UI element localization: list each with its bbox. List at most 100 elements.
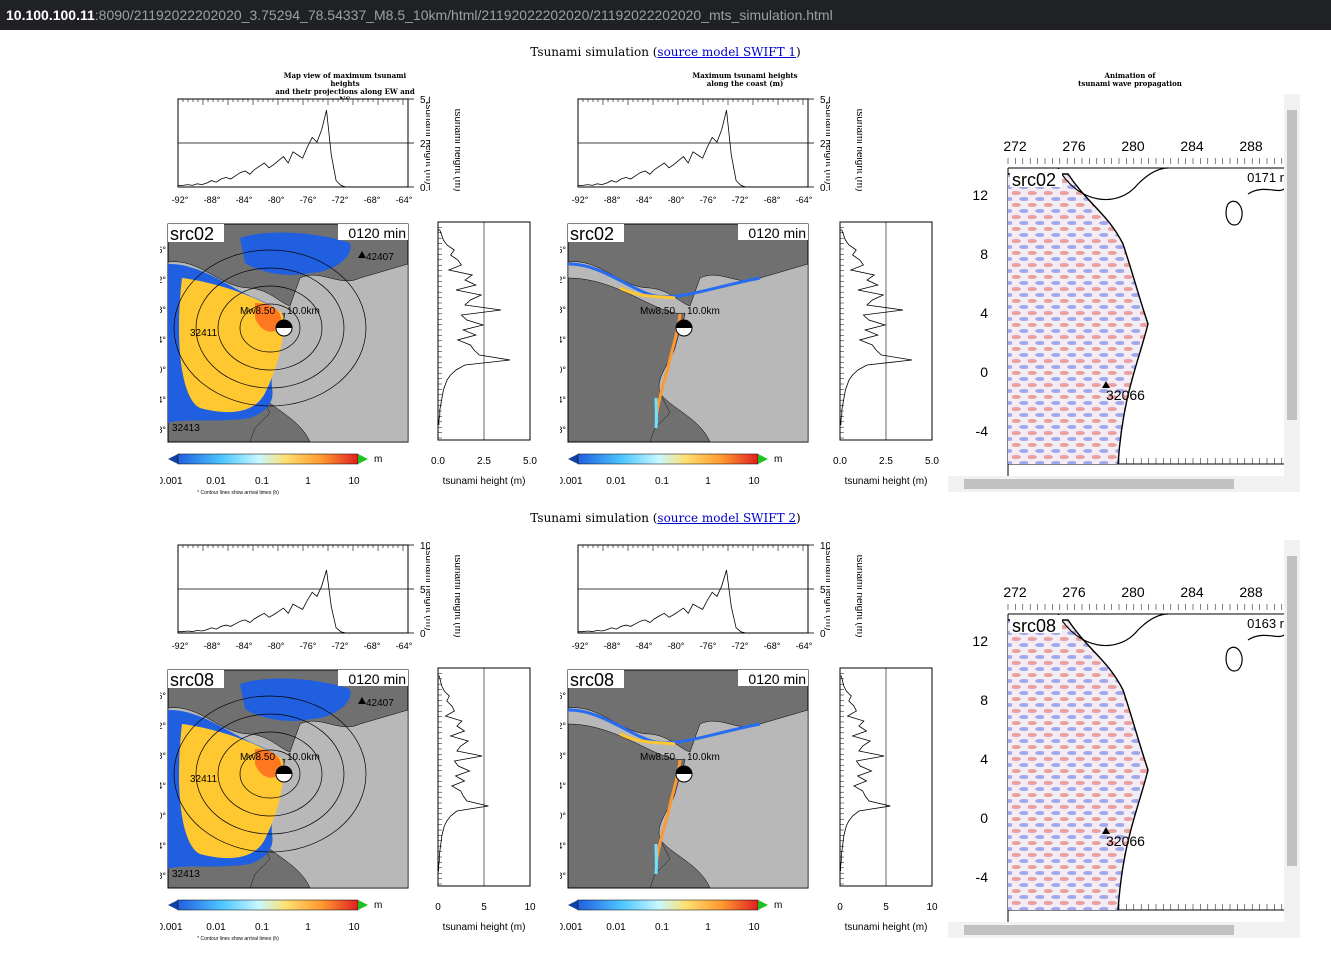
anim-lat-tick: 12 (972, 633, 988, 649)
contour-note: * Contour lines show arrival times (h) (197, 936, 279, 942)
anim-lon-tick: 288 (1239, 584, 1263, 600)
event-label: Mw8.50 (240, 306, 275, 317)
anim-src-label: src08 (1012, 616, 1056, 636)
colorbar-tick-label: 0.01 (206, 922, 226, 933)
station-label: 32411 (190, 774, 218, 785)
anim-lon-tick: 276 (1062, 138, 1086, 154)
y-tick-label: 5.0 (820, 95, 830, 106)
arrival-contour (239, 303, 301, 353)
lon-tick-label: -64° (796, 641, 813, 651)
lon-tick-label: -84° (236, 641, 253, 651)
time-label: 0120 min (748, 225, 806, 241)
coastline (1008, 173, 1149, 465)
event-label: Mw8.50 (640, 306, 675, 317)
coastal-heights-central (619, 286, 676, 300)
lon-tick-label: -92° (172, 641, 189, 651)
coastline-north (1057, 613, 1169, 647)
colorbar-tick-label: 0.01 (606, 476, 626, 487)
lon-tick-label: -84° (636, 195, 653, 205)
station-label: 42407 (366, 252, 394, 263)
colorbar-arrow-low (568, 900, 578, 910)
horizontal-scrollbar[interactable] (948, 922, 1284, 938)
address-bar[interactable]: 10.100.100.11:8090/21192022202020_3.7529… (0, 0, 1331, 30)
animation-frame[interactable]: 272 276 280 284 288 12 8 4 0 -4 src08 0163 r 32066 (948, 540, 1300, 938)
lon-tick-label: -92° (572, 641, 589, 651)
lon-tick-label: -64° (396, 641, 413, 651)
x-tick-label: 5 (481, 902, 487, 913)
y-axis-label: tsunami height (m) (452, 555, 460, 638)
src-label-bg (168, 224, 224, 242)
lon-tick-label: -92° (172, 195, 189, 205)
lat-tick-label: -8° (560, 425, 566, 435)
anim-lat-tick: 0 (980, 810, 988, 826)
land-mass (167, 707, 409, 889)
caption-animation-1: Animation of tsunami wave propagation (1078, 71, 1182, 88)
station-marker (358, 697, 366, 704)
horizontal-scrollbar[interactable] (948, 476, 1284, 492)
time-label-bg (338, 670, 408, 686)
x-axis-label: tsunami height (m) (443, 922, 526, 933)
scrollbar-thumb[interactable] (964, 925, 1234, 935)
lat-tick-label: 12° (160, 275, 166, 285)
lat-tick-label: 16° (560, 691, 566, 701)
src-label: src02 (570, 224, 614, 244)
source-model-link-2[interactable]: source model SWIFT 2 (657, 511, 797, 525)
x-axis-label: tsunami height (m) (845, 922, 928, 933)
height-profile-line (177, 110, 404, 188)
time-label-bg (738, 670, 808, 686)
colorbar-tick-label: 0.001 (160, 476, 183, 487)
vertical-scrollbar[interactable] (1284, 540, 1300, 922)
height-profile-line (177, 569, 404, 634)
land-mass (567, 261, 809, 443)
station-label: 32413 (172, 869, 200, 880)
time-label-bg (738, 224, 808, 240)
y-tick-label: 2.5 (820, 139, 830, 150)
y-tick-label: 5 (420, 585, 426, 596)
anim-lon-tick: 288 (1239, 138, 1263, 154)
source-model-link-1[interactable]: source model SWIFT 1 (657, 45, 797, 59)
lat-tick-label: -4° (160, 395, 166, 405)
anim-lon-tick: 284 (1180, 138, 1204, 154)
border-line (649, 838, 808, 889)
island (1225, 200, 1243, 226)
vertical-scrollbar[interactable] (1284, 94, 1300, 476)
lat-tick-label: -4° (560, 395, 566, 405)
scrollbar-thumb[interactable] (964, 479, 1234, 489)
ns-projection-plot: 0.0 2.5 5.0 tsunami height (m) (431, 221, 537, 487)
lon-tick-label: -80° (268, 641, 285, 651)
arrival-contour (173, 249, 367, 407)
x-tick-label: 2.5 (879, 456, 893, 467)
url-host: 10.100.100.11 (6, 7, 95, 23)
source-beachball-fill (276, 320, 292, 328)
time-label: 0120 min (348, 671, 406, 687)
arrival-contour (217, 731, 323, 817)
event-label: Mw8.50 (240, 752, 275, 763)
url-path: :8090/21192022202020_3.75294_78.54337_M8… (94, 7, 833, 23)
depth-label: 10.0km (687, 752, 720, 763)
height-profile-line (438, 229, 511, 425)
anim-lat-tick: 8 (980, 692, 988, 708)
lat-tick-label: 16° (160, 245, 166, 255)
station-marker (1102, 381, 1110, 388)
lon-tick-label: -68° (364, 195, 381, 205)
scrollbar-thumb[interactable] (1287, 556, 1297, 866)
vertical-axis-label: tsunami height (m) (452, 109, 460, 192)
anim-lon-tick: 272 (1003, 584, 1027, 600)
anim-lat-tick: -4 (976, 869, 989, 885)
time-label: 0120 min (748, 671, 806, 687)
station-label: 32413 (172, 423, 200, 434)
x-tick-label: 5.0 (925, 456, 939, 467)
y-axis-label: tsunami height (m) (854, 555, 862, 638)
lon-tick-label: -72° (732, 641, 749, 651)
animation-frame[interactable]: 272 276 280 284 288 12 8 4 0 -4 src02 0171 r 32066 (948, 94, 1300, 492)
y-axis-label: tsunami height (m) (423, 102, 430, 185)
colorbar-tick-label: 10 (348, 476, 360, 487)
src-label-bg (568, 224, 624, 242)
source-beachball-fill (276, 766, 292, 774)
colorbar-tick-label: 0.1 (655, 922, 669, 933)
height-profile-line (438, 675, 489, 871)
wave-propagation-animation: 272 276 280 284 288 12 8 4 0 -4 src08 0163 r 32066 (948, 540, 1284, 922)
lon-tick-label: -76° (300, 641, 317, 651)
scrollbar-thumb[interactable] (1287, 110, 1297, 420)
anim-lat-tick: -4 (976, 423, 989, 439)
